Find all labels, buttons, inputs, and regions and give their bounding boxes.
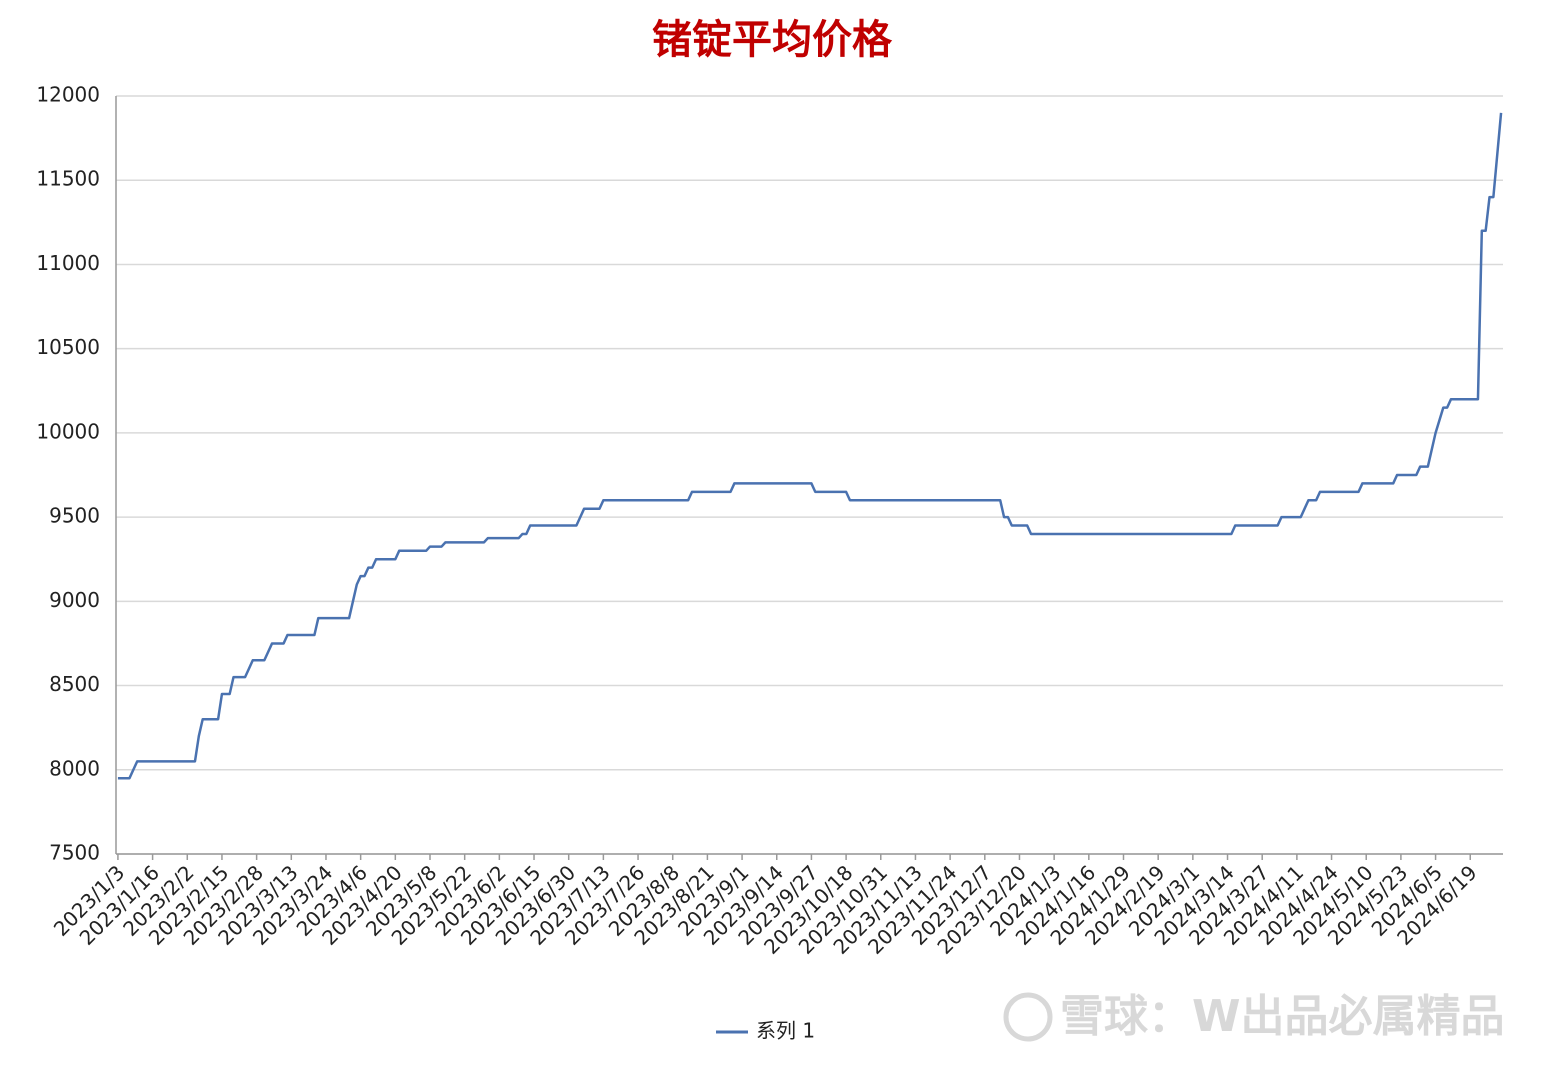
y-tick-label: 12000 [36, 83, 100, 107]
y-tick-label: 11000 [36, 251, 100, 275]
watermark: 雪球：W出品必属精品 [1060, 991, 1505, 1042]
watermark-logo [1003, 992, 1053, 1042]
y-tick-label: 8500 [49, 672, 100, 696]
y-tick-label: 9500 [49, 504, 100, 528]
chart-title: 锗锭平均价格 [652, 17, 893, 63]
y-tick-label: 10000 [36, 419, 100, 443]
y-tick-label: 7500 [49, 841, 100, 865]
y-tick-label: 10500 [36, 335, 100, 359]
y-tick-label: 11500 [36, 167, 100, 191]
y-tick-label: 9000 [49, 588, 100, 612]
series-line [117, 112, 1503, 780]
y-tick-label: 8000 [49, 756, 100, 780]
legend-label: 系列 1 [756, 1019, 815, 1043]
